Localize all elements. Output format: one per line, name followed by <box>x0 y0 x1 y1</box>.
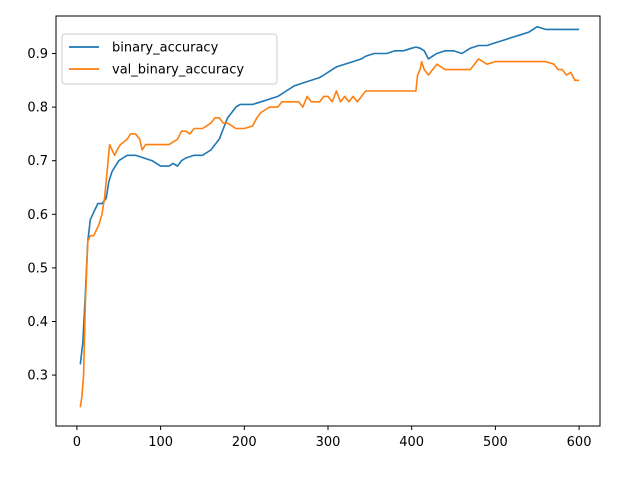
legend-label-binary-accuracy: binary_accuracy <box>112 41 219 56</box>
y-tick-label: 0.7 <box>27 154 48 169</box>
series-line-val-binary-accuracy <box>79 58 580 408</box>
y-tick-label: 0.9 <box>27 47 48 62</box>
x-tick-label: 0 <box>73 435 81 450</box>
y-tick-label: 0.4 <box>27 315 48 330</box>
x-tick-label: 600 <box>567 435 592 450</box>
y-tick-label: 0.3 <box>27 369 48 384</box>
plot-lines <box>79 25 580 408</box>
series-line-binary-accuracy <box>79 25 580 365</box>
x-tick-label: 100 <box>148 435 173 450</box>
legend-box <box>61 33 278 85</box>
x-tick-label: 200 <box>232 435 257 450</box>
legend-label-val-binary-accuracy: val_binary_accuracy <box>112 63 244 78</box>
y-tick-label: 0.8 <box>27 101 48 116</box>
y-tick-label: 0.6 <box>27 208 48 223</box>
x-tick-label: 400 <box>399 435 424 450</box>
x-axis: 0 100 200 300 400 500 600 <box>73 426 592 450</box>
y-axis: 0.3 0.4 0.5 0.6 0.7 0.8 0.9 <box>27 47 56 384</box>
legend: binary_accuracy val_binary_accuracy <box>61 33 278 85</box>
y-tick-label: 0.5 <box>27 261 48 276</box>
x-tick-label: 500 <box>483 435 508 450</box>
x-tick-label: 300 <box>316 435 341 450</box>
